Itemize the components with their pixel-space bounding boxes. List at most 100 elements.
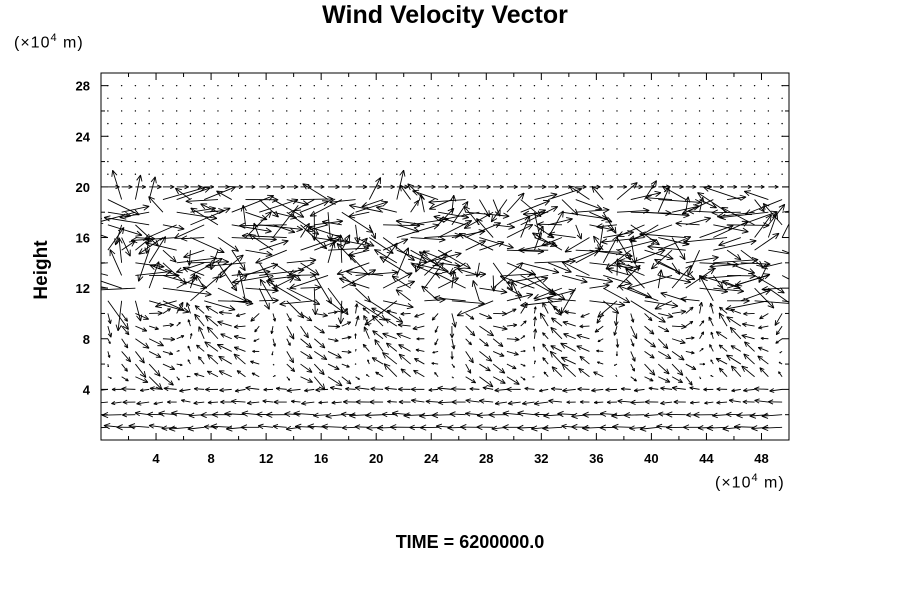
vector-head: [319, 331, 325, 334]
vector-dot: [189, 97, 192, 100]
vector-head: [217, 321, 223, 326]
vector-head: [200, 203, 206, 210]
vector-head: [719, 186, 724, 189]
vector-dot: [643, 84, 646, 87]
vector-head: [145, 342, 150, 349]
vector-dot: [299, 160, 302, 163]
vector-head: [279, 303, 286, 307]
vector-head: [602, 282, 610, 286]
vector-shaft: [687, 249, 700, 276]
vector-shaft: [547, 287, 566, 300]
vector-shaft: [286, 351, 294, 364]
vector-shaft: [434, 338, 439, 346]
vector-head: [236, 370, 242, 372]
vector-head: [121, 412, 127, 416]
vector-shaft: [128, 425, 150, 428]
vector-head: [548, 231, 556, 235]
vector-dot: [244, 148, 247, 150]
vector-head: [266, 280, 271, 287]
vector-head: [271, 196, 279, 201]
vector-shaft: [135, 262, 165, 268]
vector-head: [398, 353, 405, 357]
vector-shaft: [754, 199, 765, 213]
vector-head: [60, 263, 66, 266]
vector-head: [462, 217, 469, 220]
vector-head: [607, 225, 614, 231]
vector-shaft: [719, 211, 769, 219]
vector-head: [291, 400, 295, 404]
vector-head: [765, 289, 771, 295]
vector-head: [204, 315, 209, 322]
vector-head: [627, 231, 634, 237]
vector-head: [256, 413, 263, 418]
vector-head: [655, 192, 662, 197]
vector-shaft: [145, 242, 177, 251]
vector-head: [354, 385, 361, 389]
vector-shaft: [644, 414, 659, 417]
vector-shaft: [146, 237, 150, 254]
vector-dot: [767, 110, 770, 112]
vector-head: [579, 356, 583, 361]
vector-head: [534, 316, 537, 321]
vector-shaft: [391, 275, 411, 289]
vector-head: [372, 330, 378, 333]
vector-head: [537, 221, 544, 225]
vector-head: [347, 321, 352, 326]
vector-head: [180, 363, 183, 366]
vector-shaft: [194, 313, 205, 327]
vector-head: [693, 411, 700, 416]
vector-head: [571, 423, 578, 428]
vector-head: [308, 354, 313, 359]
vector-head: [521, 192, 525, 200]
vector-head: [142, 204, 150, 207]
vector-head: [170, 186, 175, 190]
vector-head: [434, 330, 438, 333]
vector-shaft: [291, 400, 301, 403]
vector-dot: [575, 84, 577, 87]
vector-dot: [368, 160, 371, 163]
vector-shaft: [630, 313, 634, 323]
vector-dot: [327, 173, 329, 175]
vector-head: [183, 256, 191, 259]
vector-shaft: [313, 376, 326, 391]
vector-head: [304, 388, 308, 392]
vector-shaft: [300, 338, 312, 349]
vector-head: [451, 208, 455, 215]
vector-head: [307, 425, 314, 430]
y-tick-label: 12: [76, 281, 90, 296]
vector-shaft: [531, 426, 549, 430]
vector-shaft: [734, 426, 755, 428]
vector-head: [487, 366, 491, 372]
vector-head: [330, 385, 335, 388]
vector-shaft: [302, 183, 329, 200]
vector-head: [432, 264, 440, 267]
vector-head: [654, 303, 660, 310]
vector-shaft: [412, 325, 425, 330]
vector-head: [233, 335, 239, 340]
vector-head: [203, 426, 210, 430]
vector-dot: [313, 84, 315, 87]
vector-shaft: [490, 199, 508, 223]
vector-shaft: [744, 190, 769, 200]
vector-head: [381, 413, 388, 418]
vector-head: [273, 401, 279, 405]
vector-head: [539, 390, 543, 393]
vector-shaft: [465, 338, 472, 346]
vector-head: [627, 283, 633, 289]
vector-shaft: [396, 224, 420, 233]
vector-head: [718, 312, 721, 319]
vector-head: [754, 398, 760, 401]
x-tick-label: 16: [314, 451, 328, 466]
vector-head: [190, 273, 195, 279]
vector-head: [322, 342, 326, 349]
vector-dot: [657, 84, 659, 87]
vector-head: [280, 186, 286, 190]
vector-shaft: [194, 305, 205, 314]
vector-head: [233, 353, 240, 357]
vector-shaft: [162, 249, 177, 263]
vector-dot: [120, 84, 123, 87]
vector-shaft: [286, 274, 317, 276]
vector-shaft: [258, 425, 274, 428]
vector-shaft: [135, 351, 145, 364]
vector-dot: [203, 135, 205, 137]
